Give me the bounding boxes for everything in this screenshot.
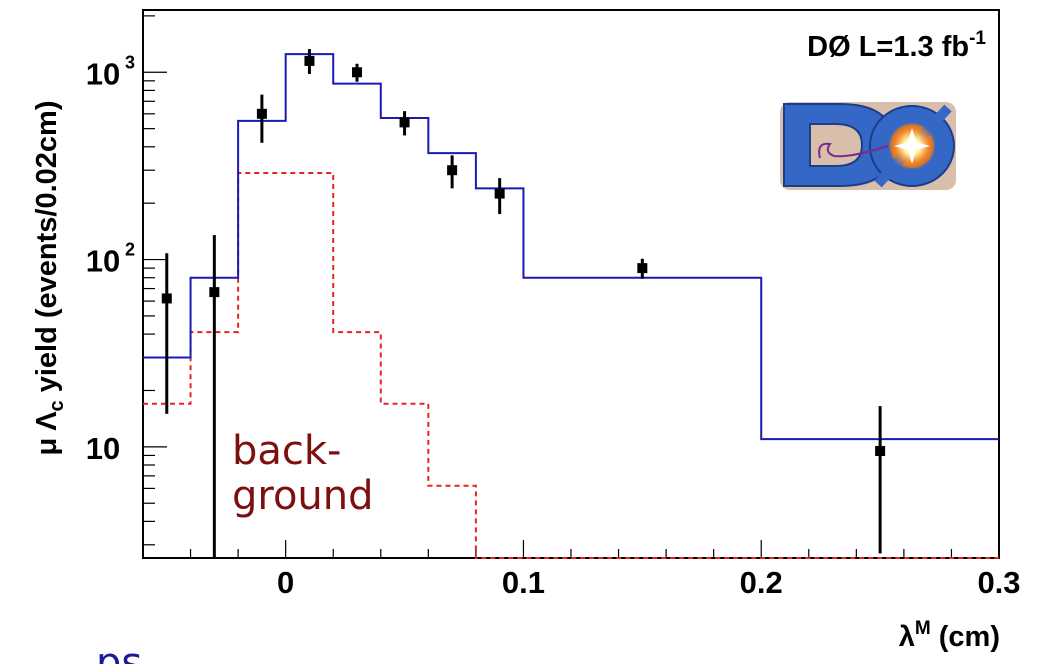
signal-histogram-group	[143, 53, 999, 441]
data-point	[494, 188, 505, 199]
background-label-line1: back-	[232, 428, 342, 474]
data-point	[352, 67, 362, 78]
data-point	[256, 108, 267, 119]
data-points-group	[161, 49, 886, 558]
y-tick-label: 10	[86, 244, 120, 279]
data-point	[447, 165, 458, 176]
data-point	[637, 263, 648, 274]
data-point	[875, 446, 886, 457]
data-point	[304, 55, 315, 66]
x-axis-label: λM (cm)	[899, 618, 1000, 653]
data-point	[161, 293, 172, 304]
data-point	[399, 117, 410, 128]
stray-text: ps	[96, 640, 142, 664]
logo-star-icon	[894, 128, 930, 164]
data-point	[209, 287, 220, 298]
x-tick-label: 0.3	[977, 565, 1020, 600]
x-tick-label: 0	[277, 565, 294, 600]
y-tick-exponent: 3	[125, 52, 135, 72]
x-tick-label: 0.1	[502, 565, 545, 600]
background-label-line2: ground	[232, 473, 374, 519]
y-tick-exponent: 2	[125, 240, 135, 260]
y-tick-label: 10	[86, 56, 120, 91]
x-tick-label: 0.2	[740, 565, 783, 600]
d0-logo	[780, 102, 956, 190]
background-histogram-group	[143, 171, 999, 559]
y-tick-label: 10	[86, 431, 120, 466]
background-histogram-line	[143, 171, 999, 559]
axis-ticks-group	[142, 15, 1000, 558]
luminosity-annotation: DØ L=1.3 fb-1	[807, 28, 986, 63]
signal-histogram-line	[143, 53, 999, 441]
logo-track-swirl	[818, 142, 889, 159]
y-axis-label: μ Λc yield (events/0.02cm)	[31, 100, 68, 455]
